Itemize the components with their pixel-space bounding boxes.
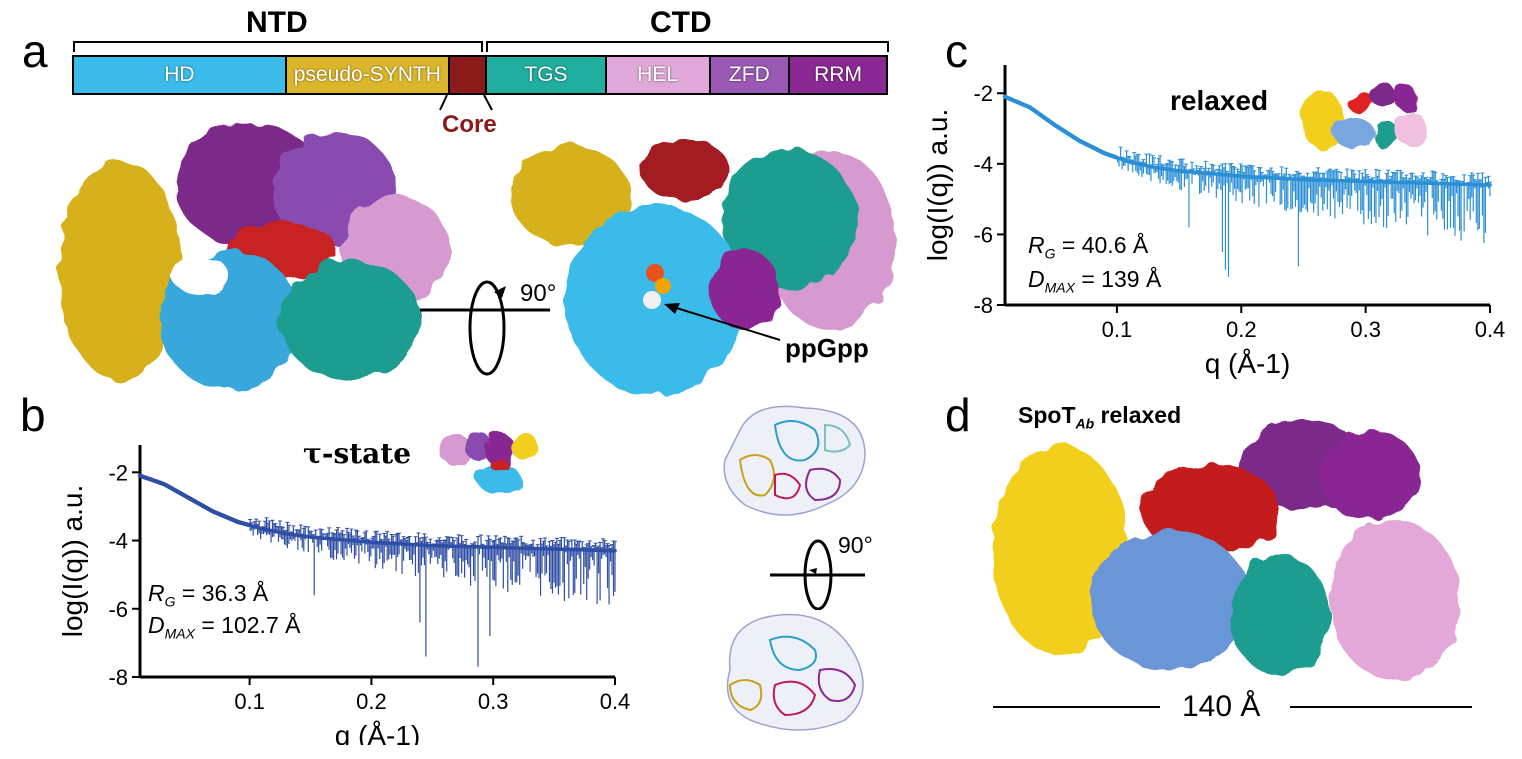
rotation-icon-a bbox=[420, 280, 550, 376]
dmax-symbol: D bbox=[1028, 266, 1045, 292]
ppgpp-ligand bbox=[646, 264, 664, 282]
saxs-envelope-bottom bbox=[726, 613, 864, 731]
tau-state-label: τ-state bbox=[303, 437, 412, 470]
rg-value: = 36.3 Å bbox=[175, 580, 269, 606]
spot-title-sub: Ab bbox=[1075, 415, 1095, 432]
x-tick-label: 0.3 bbox=[478, 689, 509, 714]
spot-title-main: SpoT bbox=[1018, 402, 1076, 428]
domain-segment-label: ZFD bbox=[728, 63, 770, 86]
rotation-label-a: 90° bbox=[520, 280, 557, 307]
panel-letter-d: d bbox=[945, 389, 971, 441]
ppgpp-arrow bbox=[664, 303, 781, 341]
dmax-subscript: MAX bbox=[1044, 279, 1075, 296]
rotation-label-b: 90° bbox=[838, 532, 873, 558]
domain-segment-label: HEL bbox=[637, 63, 679, 86]
dmax-subscript: MAX bbox=[164, 625, 195, 642]
y-tick-label: -2 bbox=[973, 81, 993, 106]
x-tick-label: 0.2 bbox=[356, 689, 387, 714]
y-axis-label: log(I(q)) a.u. bbox=[925, 109, 953, 262]
x-tick-label: 0.4 bbox=[600, 689, 631, 714]
y-tick-label: -2 bbox=[108, 460, 128, 485]
protein-surface-relaxed bbox=[992, 420, 1460, 680]
domain-segment-hd: HD bbox=[74, 57, 287, 93]
x-tick-label: 0.1 bbox=[1102, 317, 1133, 342]
rg-symbol: R bbox=[148, 580, 165, 606]
spot-title: SpoTAb relaxed bbox=[1018, 402, 1181, 432]
relaxed-cartoon bbox=[1303, 83, 1425, 150]
domain-segment-core bbox=[449, 57, 488, 93]
x-tick-label: 0.1 bbox=[234, 689, 265, 714]
domain-segment-pseudo-synth: pseudo-SYNTH bbox=[286, 57, 450, 93]
y-tick-label: -4 bbox=[973, 152, 993, 177]
panel-letter-c: c bbox=[945, 25, 968, 77]
saxs-chart-tau-state: -2 -4 -6 -8 0.1 0.2 0.3 0.4 q (Å-1) log(I(q)) a.u… bbox=[60, 445, 631, 745]
dmax-value: = 139 Å bbox=[1074, 266, 1162, 292]
ctd-label: CTD bbox=[650, 6, 712, 39]
domain-segment-label: pseudo-SYNTH bbox=[293, 63, 441, 86]
dmax-symbol: D bbox=[148, 612, 165, 638]
core-pointer-lines bbox=[439, 94, 493, 111]
dmax-annotation-b: DMAX = 102.7 Å bbox=[148, 612, 300, 642]
saxs-envelope-top bbox=[723, 405, 866, 516]
scale-bar bbox=[993, 706, 1472, 708]
tau-state-cartoon bbox=[440, 432, 539, 493]
y-tick-label: -6 bbox=[973, 222, 993, 247]
protein-surface-view-2 bbox=[510, 140, 895, 395]
spot-title-tail: relaxed bbox=[1094, 402, 1182, 428]
scale-bar-label: 140 Å bbox=[1182, 690, 1261, 723]
domain-bar: HD pseudo-SYNTH TGS HEL ZFD RRM bbox=[72, 55, 888, 95]
domain-segment-label: TGS bbox=[524, 63, 568, 86]
domain-segment-tgs: TGS bbox=[487, 57, 607, 93]
x-axis-label: q (Å-1) bbox=[1205, 348, 1291, 379]
domain-brackets bbox=[73, 41, 889, 52]
rg-annotation-c: RG = 40.6 Å bbox=[1028, 232, 1148, 262]
dmax-annotation-c: DMAX = 139 Å bbox=[1028, 266, 1161, 296]
y-tick-label: -4 bbox=[108, 529, 128, 554]
y-tick-label: -8 bbox=[973, 293, 993, 318]
domain-segment-label: HD bbox=[164, 63, 195, 86]
domain-segment-zfd: ZFD bbox=[710, 57, 791, 93]
data-point bbox=[613, 548, 617, 553]
rotation-icon-b bbox=[770, 539, 865, 610]
y-axis-label: log(I(q)) a.u. bbox=[60, 485, 88, 638]
rg-subscript: G bbox=[164, 593, 176, 610]
x-tick-label: 0.4 bbox=[1475, 317, 1506, 342]
rg-subscript: G bbox=[1044, 245, 1056, 262]
core-label: Core bbox=[442, 111, 497, 138]
domain-segment-hel: HEL bbox=[606, 57, 711, 93]
data-point bbox=[1488, 183, 1492, 187]
panel-letter-a: a bbox=[22, 25, 48, 77]
x-tick-label: 0.2 bbox=[1226, 317, 1257, 342]
x-tick-label: 0.3 bbox=[1350, 317, 1381, 342]
ntd-label: NTD bbox=[246, 6, 308, 39]
rg-annotation-b: RG = 36.3 Å bbox=[148, 580, 268, 610]
protein-surface-view-1 bbox=[58, 123, 450, 390]
x-axis-label: q (Å-1) bbox=[335, 720, 421, 745]
relaxed-label-c: relaxed bbox=[1170, 85, 1269, 116]
panel-letter-b: b bbox=[20, 389, 46, 441]
y-tick-label: -6 bbox=[108, 597, 128, 622]
saxs-chart-relaxed: -2 -4 -6 -8 0.1 0.2 0.3 0.4 q (Å-1) log(I(q)) a.u… bbox=[925, 65, 1506, 379]
domain-segment-label: RRM bbox=[814, 63, 862, 86]
rg-symbol: R bbox=[1028, 232, 1045, 258]
dmax-value: = 102.7 Å bbox=[194, 612, 301, 638]
domain-segment-rrm: RRM bbox=[790, 57, 886, 93]
ppgpp-label: ppGpp bbox=[785, 333, 869, 363]
y-tick-label: -8 bbox=[108, 665, 128, 690]
rg-value: = 40.6 Å bbox=[1055, 232, 1149, 258]
